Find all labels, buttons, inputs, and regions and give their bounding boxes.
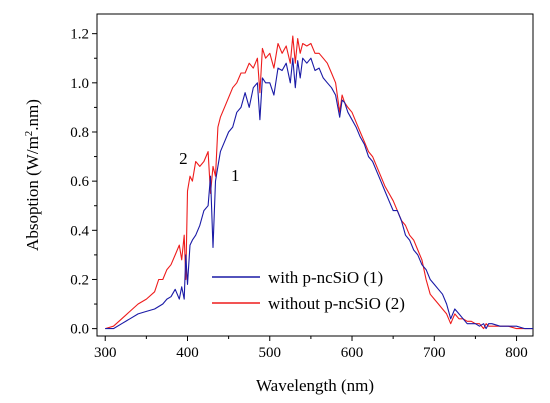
plot-frame bbox=[96, 13, 534, 337]
y-axis-label-tail: .nm) bbox=[23, 99, 42, 131]
curve-label: 1 bbox=[231, 166, 240, 185]
series-line-2 bbox=[105, 35, 533, 330]
legend: with p-ncSiO (1) without p-ncSiO (2) bbox=[212, 268, 405, 313]
y-tick-label: 0.0 bbox=[70, 322, 89, 338]
y-axis-label: Absoption (W/m2.nm) bbox=[23, 99, 42, 251]
legend-label: without p-ncSiO (2) bbox=[268, 294, 405, 313]
y-axis: 0.0 0.2 0.4 0.6 0.8 1.0 1.2 bbox=[70, 27, 97, 338]
x-tick-label: 500 bbox=[259, 345, 282, 361]
y-tick-label: 1.2 bbox=[70, 27, 89, 43]
x-tick-label: 700 bbox=[423, 345, 446, 361]
curve-label: 2 bbox=[179, 149, 188, 168]
x-axis-label: Wavelength (nm) bbox=[256, 376, 374, 395]
series-layer bbox=[105, 35, 533, 330]
series-line-1 bbox=[105, 57, 533, 330]
y-tick-label: 0.2 bbox=[70, 272, 89, 288]
annotations: 21 bbox=[179, 149, 239, 185]
y-tick-label: 0.8 bbox=[70, 125, 89, 141]
y-tick-label: 0.4 bbox=[70, 223, 89, 239]
y-axis-label-main: Absoption (W/m bbox=[23, 136, 42, 251]
legend-label: with p-ncSiO (1) bbox=[268, 268, 383, 287]
y-axis-label-sup: 2 bbox=[23, 131, 35, 137]
x-tick-label: 600 bbox=[341, 345, 364, 361]
x-tick-label: 800 bbox=[505, 345, 528, 361]
y-tick-label: 0.6 bbox=[70, 174, 89, 190]
x-tick-label: 400 bbox=[176, 345, 199, 361]
x-tick-label: 300 bbox=[94, 345, 117, 361]
y-tick-label: 1.0 bbox=[70, 76, 89, 92]
x-axis: 300 400 500 600 700 800 bbox=[94, 336, 528, 361]
